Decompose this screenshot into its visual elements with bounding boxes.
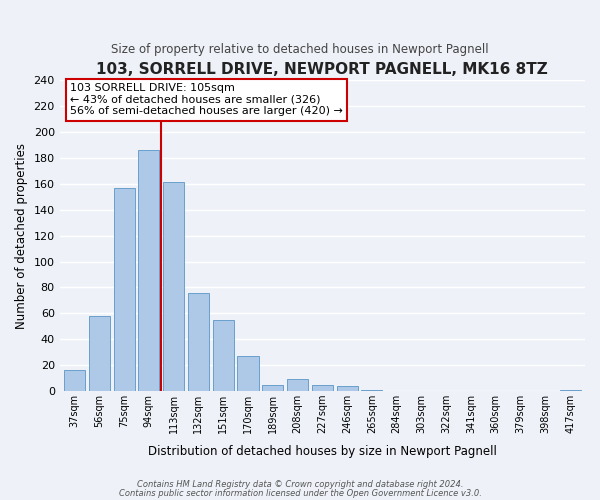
Text: 103 SORRELL DRIVE: 105sqm
← 43% of detached houses are smaller (326)
56% of semi: 103 SORRELL DRIVE: 105sqm ← 43% of detac… [70,83,343,116]
Y-axis label: Number of detached properties: Number of detached properties [15,142,28,328]
Bar [337,386,358,391]
Bar [238,356,259,391]
Bar [139,150,160,391]
Bar [361,390,382,391]
X-axis label: Distribution of detached houses by size in Newport Pagnell: Distribution of detached houses by size … [148,444,497,458]
Bar [560,390,581,391]
Text: Contains public sector information licensed under the Open Government Licence v3: Contains public sector information licen… [119,488,481,498]
Bar [113,188,134,391]
Bar [262,384,283,391]
Text: Contains HM Land Registry data © Crown copyright and database right 2024.: Contains HM Land Registry data © Crown c… [137,480,463,489]
Bar [212,320,234,391]
Bar [188,292,209,391]
Title: 103, SORRELL DRIVE, NEWPORT PAGNELL, MK16 8TZ: 103, SORRELL DRIVE, NEWPORT PAGNELL, MK1… [97,62,548,78]
Bar [89,316,110,391]
Bar [163,182,184,391]
Bar [312,384,333,391]
Bar [287,380,308,391]
Bar [64,370,85,391]
Text: Size of property relative to detached houses in Newport Pagnell: Size of property relative to detached ho… [111,42,489,56]
